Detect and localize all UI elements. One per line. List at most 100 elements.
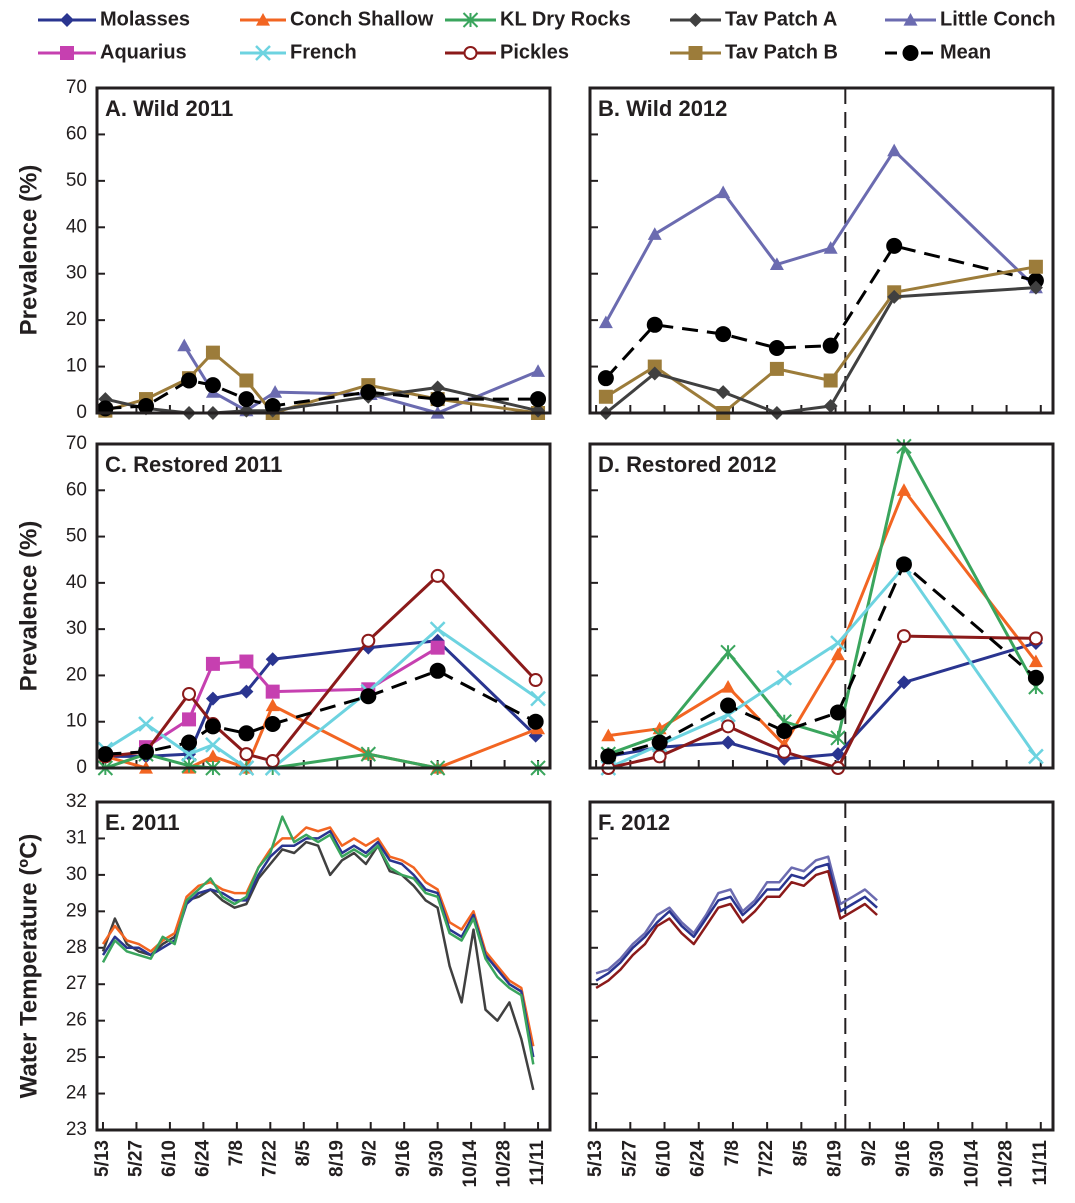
legend-item: Pickles bbox=[445, 41, 569, 63]
marker bbox=[830, 730, 846, 746]
marker bbox=[1028, 259, 1043, 274]
panel-title: B. Wild 2012 bbox=[598, 96, 727, 121]
marker bbox=[769, 361, 784, 376]
marker bbox=[887, 143, 902, 157]
marker bbox=[239, 654, 254, 669]
marker bbox=[777, 744, 792, 759]
x-tick-label: 7/8 bbox=[722, 1140, 743, 1166]
legend-item: Little Conch bbox=[885, 8, 1056, 30]
panel-frame bbox=[95, 442, 552, 770]
legend-label: KL Dry Rocks bbox=[500, 8, 631, 30]
marker bbox=[1028, 280, 1043, 295]
panel-frame bbox=[588, 800, 1055, 1132]
series-line bbox=[101, 840, 535, 1091]
x-tick-label: 9/30 bbox=[927, 1140, 948, 1177]
marker bbox=[716, 185, 731, 199]
marker bbox=[896, 675, 911, 690]
x-tick-label: 6/10 bbox=[654, 1140, 675, 1177]
marker bbox=[887, 289, 902, 304]
series-line bbox=[607, 444, 1038, 756]
panel-title: F. 2012 bbox=[598, 810, 670, 835]
x-tick-label: 8/5 bbox=[790, 1140, 811, 1167]
marker bbox=[238, 725, 255, 742]
x-tick-label: 8/19 bbox=[326, 1140, 347, 1177]
marker bbox=[205, 749, 220, 763]
series-line bbox=[101, 826, 535, 1047]
marker bbox=[264, 398, 281, 415]
marker bbox=[896, 438, 912, 455]
legend-item: Tav Patch B bbox=[670, 41, 838, 63]
y-tick-label: 28 bbox=[66, 937, 87, 958]
marker bbox=[463, 46, 478, 60]
marker bbox=[138, 716, 154, 732]
marker bbox=[430, 640, 445, 655]
y-axis-label: Prevalence (%) bbox=[15, 165, 42, 336]
x-tick-label: 10/14 bbox=[961, 1140, 982, 1188]
y-tick-label: 70 bbox=[66, 77, 87, 98]
panel: 0 10 20 30 40 50 60 70 C. Restored 2011 Prevalenc… bbox=[15, 433, 552, 778]
y-tick-label: 32 bbox=[66, 791, 87, 812]
marker bbox=[138, 398, 155, 415]
marker bbox=[360, 746, 377, 762]
marker bbox=[530, 391, 547, 408]
marker bbox=[527, 713, 544, 730]
x-tick-label: 5/13 bbox=[585, 1140, 606, 1177]
legend-item: Conch Shallow bbox=[240, 8, 434, 30]
x-tick-label: 7/8 bbox=[226, 1140, 247, 1166]
marker bbox=[768, 340, 785, 356]
marker bbox=[531, 364, 546, 377]
marker bbox=[205, 656, 220, 671]
marker bbox=[530, 690, 546, 707]
marker bbox=[360, 384, 377, 401]
legend-label: Tav Patch A bbox=[725, 8, 837, 30]
marker bbox=[769, 257, 784, 271]
legend-label: Little Conch bbox=[940, 8, 1056, 30]
series-line bbox=[595, 855, 878, 975]
marker bbox=[716, 385, 731, 400]
y-tick-label: 40 bbox=[66, 572, 87, 593]
y-tick-label: 20 bbox=[66, 664, 87, 685]
marker bbox=[715, 326, 732, 343]
legend-label: Conch Shallow bbox=[290, 8, 434, 30]
marker bbox=[1028, 631, 1043, 646]
series-line bbox=[604, 149, 1037, 324]
series-line bbox=[104, 704, 539, 770]
marker bbox=[528, 673, 543, 688]
legend-item: French bbox=[240, 41, 357, 63]
series-line bbox=[183, 344, 539, 415]
marker bbox=[60, 13, 74, 27]
y-tick-label: 24 bbox=[66, 1083, 88, 1104]
legend-label: Aquarius bbox=[100, 41, 187, 63]
y-tick-label: 20 bbox=[66, 309, 87, 330]
y-tick-label: 10 bbox=[66, 356, 87, 377]
marker bbox=[830, 747, 845, 762]
y-tick-label: 0 bbox=[76, 402, 87, 423]
marker bbox=[177, 338, 192, 352]
marker bbox=[598, 389, 613, 404]
x-tick-label: 9/16 bbox=[393, 1140, 414, 1177]
marker bbox=[830, 647, 845, 661]
panel-frame bbox=[95, 86, 552, 415]
marker bbox=[429, 621, 446, 638]
legend-item: Molasses bbox=[38, 8, 190, 30]
marker bbox=[896, 629, 911, 644]
marker bbox=[720, 644, 736, 660]
x-tick-label: 9/16 bbox=[893, 1140, 914, 1177]
x-tick-label: 11/11 bbox=[527, 1140, 548, 1186]
y-tick-label: 70 bbox=[66, 433, 87, 454]
legend-item: Aquarius bbox=[38, 41, 187, 63]
legend-item: KL Dry Rocks bbox=[445, 8, 631, 30]
panel-frame bbox=[95, 800, 552, 1132]
panel-frame bbox=[588, 86, 1055, 415]
marker bbox=[776, 722, 793, 739]
marker bbox=[239, 373, 254, 388]
x-tick-label: 6/10 bbox=[159, 1140, 180, 1177]
x-tick-label: 7/22 bbox=[259, 1140, 280, 1177]
x-tick-label: 10/28 bbox=[494, 1140, 515, 1188]
panel: 5/13 5/27 6/10 6/24 7/8 7/22 8/5 8/19 9/2 9/16 9/3… bbox=[585, 800, 1055, 1188]
y-tick-label: 26 bbox=[66, 1010, 87, 1031]
marker bbox=[181, 734, 198, 751]
panel-title: C. Restored 2011 bbox=[105, 452, 282, 477]
marker bbox=[462, 12, 479, 28]
marker bbox=[430, 568, 445, 583]
